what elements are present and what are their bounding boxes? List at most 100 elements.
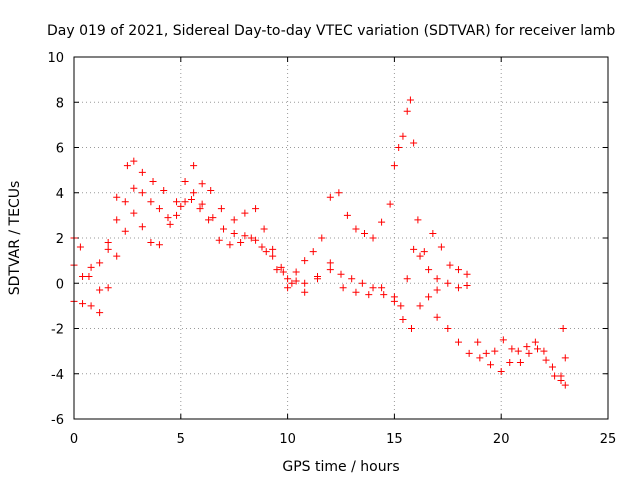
data-point: [407, 325, 415, 332]
data-point: [121, 198, 129, 206]
y-tick-label: 2: [56, 232, 64, 247]
data-point: [482, 349, 490, 357]
data-point: [380, 291, 388, 299]
data-point: [173, 211, 181, 219]
data-point: [542, 356, 550, 364]
data-point: [284, 275, 292, 283]
data-point: [343, 211, 351, 219]
data-point: [425, 293, 433, 301]
data-point: [339, 284, 347, 292]
data-point: [155, 241, 163, 249]
data-point: [241, 232, 249, 240]
y-tick-label: 10: [47, 51, 64, 66]
data-point: [269, 252, 277, 260]
data-point: [525, 349, 533, 357]
data-point: [557, 377, 565, 385]
data-point: [130, 209, 138, 217]
data-point: [454, 338, 462, 346]
data-point: [390, 297, 398, 305]
data-point: [138, 189, 146, 197]
data-point: [433, 286, 441, 294]
data-point: [121, 227, 129, 235]
data-point: [378, 218, 386, 226]
data-point: [262, 248, 270, 256]
data-point: [104, 245, 112, 253]
data-point: [314, 275, 322, 283]
data-point: [318, 234, 326, 242]
data-point: [173, 198, 181, 206]
series-lower-track: [70, 196, 441, 332]
chart-title: Day 019 of 2021, Sidereal Day-to-day VTE…: [47, 23, 615, 39]
data-point: [454, 266, 462, 274]
data-point: [181, 198, 189, 206]
data-point: [499, 336, 507, 344]
data-point: [160, 186, 168, 194]
data-point: [113, 252, 121, 260]
data-point: [561, 354, 569, 362]
plot-frame: [73, 56, 609, 420]
grid-lines: [74, 57, 608, 419]
data-point: [352, 225, 360, 233]
data-point: [292, 268, 300, 276]
data-point: [301, 279, 309, 287]
data-point: [386, 200, 394, 208]
x-tick-label: 10: [279, 432, 296, 447]
data-point: [506, 358, 514, 366]
x-tick-label: 15: [386, 432, 403, 447]
x-tick-label: 5: [177, 432, 185, 447]
data-point: [130, 184, 138, 192]
data-point: [123, 162, 131, 170]
data-point: [96, 309, 104, 317]
series-late-track-A: [433, 313, 569, 380]
data-point: [205, 216, 213, 224]
data-point: [284, 284, 292, 292]
data-point: [403, 275, 411, 283]
data-point: [277, 263, 285, 271]
data-point: [534, 345, 542, 353]
data-point: [269, 245, 277, 253]
data-point: [337, 270, 345, 278]
x-tick-label: 20: [493, 432, 510, 447]
data-point: [113, 216, 121, 224]
data-point: [215, 236, 223, 244]
data-point: [252, 205, 260, 213]
data-point: [237, 239, 245, 247]
data-point: [258, 243, 266, 251]
data-point: [444, 325, 452, 332]
data-point: [476, 354, 484, 362]
data-point: [491, 347, 499, 355]
data-point: [437, 243, 445, 251]
data-point: [87, 302, 95, 310]
y-tick-label: 4: [56, 187, 64, 202]
x-axis-label: GPS time / hours: [282, 459, 399, 475]
data-point: [360, 229, 368, 237]
data-point: [241, 209, 249, 217]
data-point: [177, 202, 185, 210]
data-point: [429, 229, 437, 237]
data-point: [433, 313, 441, 321]
data-points: [70, 96, 569, 389]
data-point: [301, 257, 309, 265]
data-point: [96, 259, 104, 267]
data-point: [85, 272, 93, 280]
data-point: [433, 275, 441, 283]
data-point: [410, 245, 418, 253]
data-point: [378, 284, 386, 292]
data-point: [104, 239, 112, 247]
data-point: [399, 315, 407, 323]
data-point: [395, 144, 403, 151]
data-point: [147, 239, 155, 247]
data-point: [551, 372, 559, 380]
data-point: [487, 361, 495, 369]
data-point: [190, 162, 198, 170]
series-upper-track: [70, 96, 471, 294]
data-point: [104, 284, 112, 292]
data-point: [326, 266, 334, 274]
data-point: [425, 266, 433, 274]
data-point: [155, 205, 163, 213]
data-point: [87, 263, 95, 271]
data-point: [230, 229, 238, 237]
data-point: [414, 216, 422, 224]
data-point: [516, 358, 524, 366]
data-point: [166, 220, 174, 228]
